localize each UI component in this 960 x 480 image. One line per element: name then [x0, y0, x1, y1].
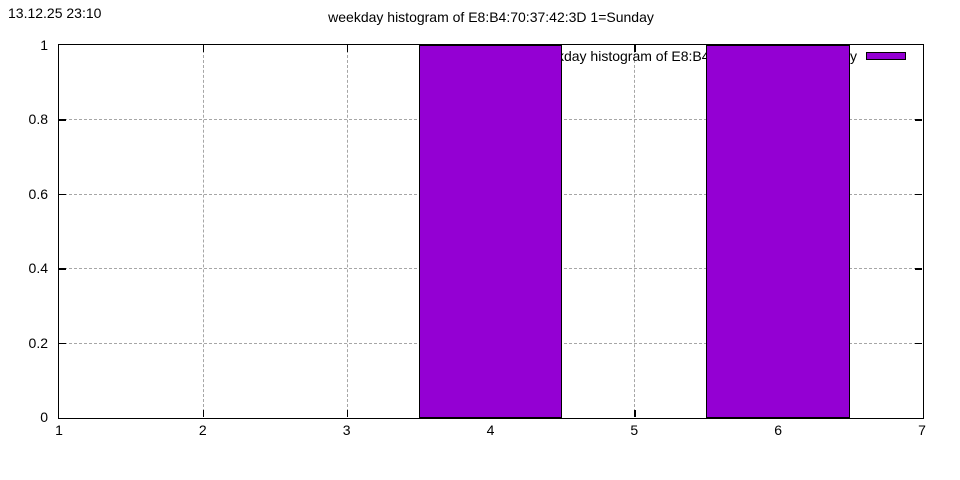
tick-y-left: [59, 119, 66, 121]
x-tick-label: 3: [342, 422, 351, 438]
x-tick-label: 2: [198, 422, 207, 438]
y-tick-label: 0.2: [28, 334, 48, 351]
tick-x-top: [346, 45, 349, 52]
tick-x-bottom: [634, 410, 636, 417]
gridline-x: [346, 45, 348, 417]
x-tick-label: 6: [774, 422, 783, 438]
y-tick-label: 0.6: [28, 185, 48, 202]
bar: [418, 45, 563, 418]
tick-y-right: [915, 268, 922, 270]
y-tick-label: 0: [40, 409, 48, 425]
x-tick-label: 4: [486, 422, 495, 438]
tick-x-bottom: [202, 410, 205, 417]
tick-y-left: [59, 268, 66, 270]
chart-title: weekday histogram of E8:B4:70:37:42:3D 1…: [328, 9, 654, 25]
tick-y-left: [59, 342, 66, 345]
bar: [706, 45, 851, 418]
x-tick-label: 7: [918, 422, 926, 438]
tick-x-top: [202, 45, 205, 52]
tick-x-top: [634, 45, 636, 52]
legend-key-swatch: [866, 52, 906, 60]
tick-y-left: [59, 193, 66, 196]
y-tick-label: 0.8: [28, 111, 48, 128]
x-tick-label: 1: [55, 422, 63, 438]
tick-x-bottom: [346, 410, 349, 417]
y-tick-label: 1: [40, 37, 48, 53]
x-tick-label: 5: [630, 422, 639, 438]
timestamp: 13.12.25 23:10: [8, 5, 102, 21]
gridline-x: [634, 45, 636, 417]
tick-y-right: [915, 193, 922, 196]
tick-y-right: [915, 119, 922, 121]
tick-y-right: [915, 342, 922, 345]
gridline-x: [202, 45, 204, 417]
y-tick-label: 0.4: [28, 260, 48, 277]
